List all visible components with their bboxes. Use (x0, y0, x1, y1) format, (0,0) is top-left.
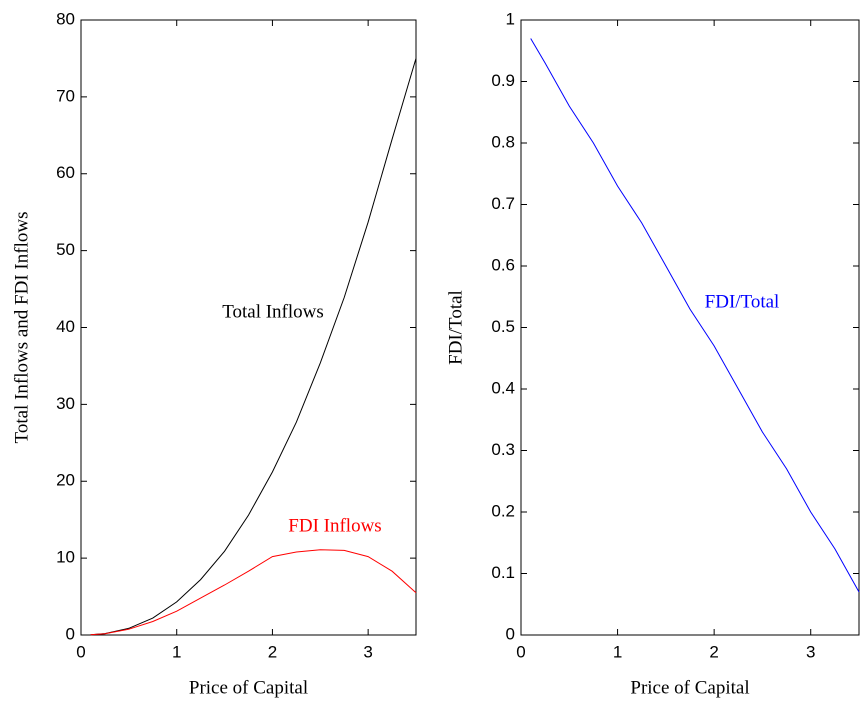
plot-area (520, 19, 860, 636)
x-axis-label: Price of Capital (189, 677, 308, 698)
x-tick-label: 2 (268, 642, 277, 661)
y-tick-label: 40 (56, 317, 75, 336)
y-tick-label: 0.3 (491, 440, 515, 459)
y-tick-label: 0.9 (491, 71, 515, 90)
x-tick-label: 2 (709, 642, 718, 661)
y-tick-label: 30 (56, 394, 75, 413)
y-tick-label: 0.2 (491, 501, 515, 520)
y-tick-label: 10 (56, 548, 75, 567)
y-tick-label: 0.4 (491, 378, 515, 397)
y-tick-label: 0.1 (491, 563, 515, 582)
x-tick-label: 0 (76, 642, 85, 661)
y-tick-label: 80 (56, 9, 75, 28)
y-tick-label: 20 (56, 471, 75, 490)
y-tick-label: 0.8 (491, 132, 515, 151)
y-axis-label: Total Inflows and FDI Inflows (11, 212, 32, 444)
y-tick-label: 60 (56, 163, 75, 182)
x-tick-label: 0 (516, 642, 525, 661)
series-label: Total Inflows (222, 301, 324, 322)
series-label: FDI/Total (705, 291, 780, 312)
x-tick-label: 3 (363, 642, 372, 661)
x-tick-label: 3 (806, 642, 815, 661)
x-axis-label: Price of Capital (630, 677, 749, 698)
x-tick-label: 1 (172, 642, 181, 661)
y-tick-label: 0 (506, 624, 515, 643)
y-tick-label: 1 (506, 9, 515, 28)
y-tick-label: 0.7 (491, 194, 515, 213)
series-line (90, 549, 417, 636)
y-tick-label: 0.5 (491, 317, 515, 336)
series-line (90, 58, 417, 636)
x-tick-label: 1 (613, 642, 622, 661)
series-line (530, 38, 860, 593)
y-tick-label: 0 (66, 624, 75, 643)
y-tick-label: 70 (56, 86, 75, 105)
y-tick-label: 50 (56, 240, 75, 259)
y-tick-label: 0.6 (491, 255, 515, 274)
y-axis-label: FDI/Total (445, 290, 466, 365)
series-label: FDI Inflows (288, 515, 381, 536)
plot-area (80, 19, 417, 636)
